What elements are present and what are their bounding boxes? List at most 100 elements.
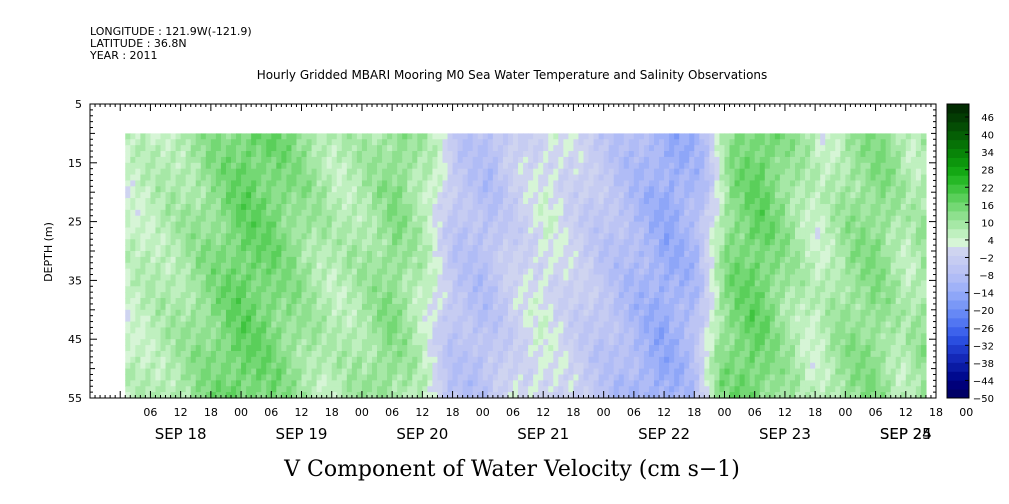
heatmap-cell (276, 174, 282, 182)
heatmap-cell (487, 203, 494, 211)
heatmap-cell (155, 262, 162, 270)
heatmap-cell (236, 198, 242, 205)
heatmap-cell (185, 386, 192, 393)
heatmap-cell (513, 374, 519, 381)
heatmap-cell (513, 286, 519, 293)
heatmap-cell (452, 368, 459, 376)
heatmap-cell (296, 209, 303, 217)
heatmap-cell (210, 333, 217, 340)
heatmap-cell (377, 245, 383, 252)
heatmap-cell (513, 350, 519, 358)
heatmap-cell (583, 268, 590, 276)
heatmap-cell (427, 280, 434, 287)
heatmap-cell (160, 345, 167, 352)
heatmap-cell (135, 233, 141, 240)
heatmap-cell (502, 192, 509, 199)
heatmap-cell (422, 368, 428, 376)
heatmap-cell (387, 174, 393, 182)
heatmap-cell (417, 268, 423, 276)
heatmap-cell (422, 245, 428, 252)
heatmap-cell (180, 392, 187, 399)
heatmap-cell (266, 145, 272, 152)
heatmap-cell (336, 380, 343, 387)
heatmap-cell (271, 309, 277, 317)
heatmap-cell (125, 345, 131, 352)
heatmap-cell (674, 362, 680, 370)
heatmap-cell (553, 198, 559, 205)
heatmap-cell (246, 268, 252, 276)
heatmap-cell (225, 227, 232, 234)
heatmap-cell (241, 280, 247, 287)
heatmap-cell (538, 256, 544, 264)
heatmap-cell (528, 251, 534, 258)
heatmap-cell (225, 292, 232, 299)
heatmap-cell (356, 333, 363, 340)
heatmap-cell (301, 327, 308, 334)
heatmap-cell (291, 151, 298, 158)
heatmap-cell (377, 162, 383, 170)
heatmap-cell (679, 333, 685, 340)
heatmap-cell (296, 274, 303, 281)
heatmap-cell (145, 321, 152, 329)
heatmap-cell (608, 221, 615, 229)
heatmap-cell (356, 209, 363, 217)
heatmap-cell (220, 156, 227, 164)
heatmap-cell (286, 239, 293, 246)
heatmap-cell (200, 180, 207, 187)
heatmap-cell (407, 345, 413, 352)
heatmap-cell (593, 327, 600, 334)
heatmap-cell (442, 286, 449, 293)
heatmap-cell (618, 345, 625, 352)
heatmap-cell (266, 327, 272, 334)
heatmap-cell (623, 362, 630, 370)
heatmap-cell (442, 139, 449, 146)
heatmap-cell (513, 168, 519, 176)
heatmap-cell (497, 374, 504, 381)
heatmap-cell (145, 298, 152, 305)
heatmap-cell (518, 286, 524, 293)
heatmap-cell (482, 386, 489, 393)
heatmap-cell (346, 392, 353, 399)
heatmap-cell (160, 321, 167, 329)
heatmap-cell (628, 309, 635, 317)
heatmap-cell (125, 133, 131, 140)
heatmap-cell (311, 303, 318, 311)
heatmap-cell (648, 256, 655, 264)
heatmap-cell (145, 356, 152, 364)
heatmap-cell (648, 227, 655, 234)
heatmap-cell (321, 333, 328, 340)
heatmap-cell (533, 227, 539, 234)
heatmap-cell (336, 309, 343, 317)
heatmap-cell (251, 251, 257, 258)
heatmap-cell (266, 392, 272, 399)
heatmap-cell (256, 298, 262, 305)
heatmap-cell (236, 362, 242, 370)
heatmap-cell (220, 162, 227, 170)
heatmap-cell (669, 162, 675, 170)
heatmap-cell (377, 386, 383, 393)
heatmap-cell (457, 139, 464, 146)
heatmap-cell (568, 174, 575, 182)
heatmap-cell (316, 239, 323, 246)
heatmap-cell (321, 350, 328, 358)
heatmap-cell (246, 321, 252, 329)
heatmap-cell (366, 139, 373, 146)
heatmap-cell (548, 227, 554, 234)
heatmap-cell (261, 292, 267, 299)
heatmap-cell (165, 274, 172, 281)
heatmap-cell (618, 386, 625, 393)
heatmap-cell (276, 245, 282, 252)
heatmap-cell (306, 315, 313, 323)
heatmap-cell (236, 303, 242, 311)
heatmap-cell (548, 198, 554, 205)
heatmap-cell (623, 151, 630, 158)
heatmap-cell (402, 256, 408, 264)
heatmap-cell (145, 145, 152, 152)
heatmap-cell (608, 327, 615, 334)
heatmap-cell (437, 292, 444, 299)
heatmap-cell (497, 192, 504, 199)
heatmap-cell (165, 227, 172, 234)
heatmap-cell (321, 262, 328, 270)
heatmap-cell (261, 356, 267, 364)
heatmap-cell (407, 156, 413, 164)
